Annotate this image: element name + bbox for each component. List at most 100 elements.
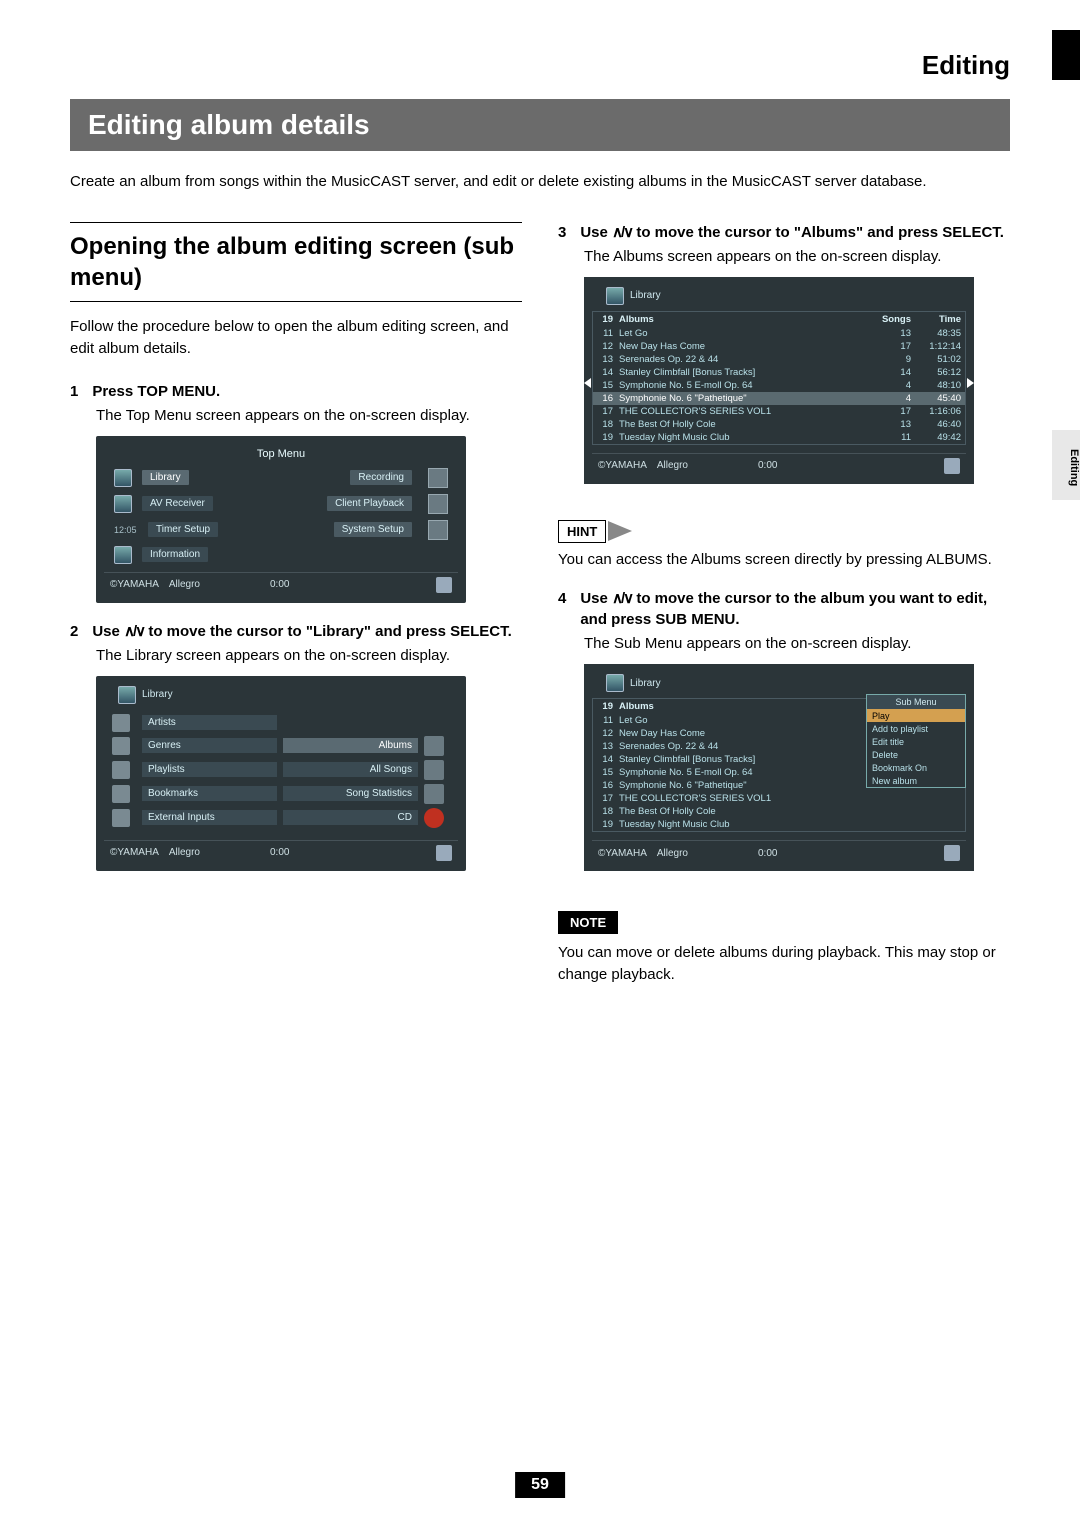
step-1: 1 Press TOP MENU. The Top Menu screen ap… <box>70 381 522 603</box>
album-row[interactable]: 15Symphonie No. 5 E-moll Op. 64448:10 <box>593 379 965 392</box>
breadcrumb-icon <box>118 686 136 704</box>
step-3-title: Use ∧/∨ to move the cursor to "Albums" a… <box>580 222 1010 243</box>
submenu-footer-time: 0:00 <box>758 848 777 859</box>
note-text: You can move or delete albums during pla… <box>558 942 1010 986</box>
step-1-body: The Top Menu screen appears on the on-sc… <box>96 405 522 426</box>
submenu-item[interactable]: Delete <box>867 748 965 761</box>
lib-playlists[interactable]: Playlists <box>142 762 277 777</box>
topmenu-clock: 12:05 <box>114 525 138 535</box>
lib-songstats[interactable]: Song Statistics <box>283 786 418 801</box>
topmenu-information[interactable]: Information <box>142 547 208 562</box>
topmenu-timersetup[interactable]: Timer Setup <box>148 522 218 537</box>
albums-col-songs: Songs <box>867 314 911 325</box>
title-bar: Editing album details <box>70 99 1010 151</box>
step-4-number: 4 <box>558 588 566 630</box>
updown-icon: ∧/∨ <box>124 621 144 642</box>
submenu-footer-track: Allegro <box>657 848 688 859</box>
topmenu-avreceiver[interactable]: AV Receiver <box>142 496 213 511</box>
play-icon[interactable] <box>944 845 960 861</box>
album-row[interactable]: 14Stanley Climbfall [Bonus Tracks]1456:1… <box>593 366 965 379</box>
extinputs-icon <box>112 809 130 827</box>
lib-footer-track: Allegro <box>169 847 200 858</box>
submenu-count: 19 <box>597 701 619 712</box>
album-row[interactable]: 13Serenades Op. 22 & 44951:02 <box>593 353 965 366</box>
lib-footer-time: 0:00 <box>270 847 289 858</box>
updown-icon: ∧/∨ <box>612 222 632 243</box>
step-4-title: Use ∧/∨ to move the cursor to the album … <box>580 588 1010 630</box>
albums-icon <box>424 736 444 756</box>
submenu-item[interactable]: Edit title <box>867 735 965 748</box>
lib-cd[interactable]: CD <box>283 810 418 825</box>
intro-text: Create an album from songs within the Mu… <box>70 171 1010 194</box>
step-2: 2 Use ∧/∨ to move the cursor to "Library… <box>70 621 522 871</box>
breadcrumb-icon <box>606 674 624 692</box>
play-icon[interactable] <box>436 845 452 861</box>
topmenu-footer-brand: ©YAMAHA <box>110 579 159 590</box>
library-icon <box>114 469 132 487</box>
topmenu-library[interactable]: Library <box>142 470 189 485</box>
step-4: 4 Use ∧/∨ to move the cursor to the albu… <box>558 588 1010 871</box>
left-column: Opening the album editing screen (sub me… <box>70 222 522 986</box>
step-3-number: 3 <box>558 222 566 243</box>
scroll-right-icon[interactable] <box>967 378 974 388</box>
updown-icon: ∧/∨ <box>612 588 632 609</box>
screenshot-topmenu: Top Menu Library Recording AV Receiver C… <box>96 436 466 603</box>
step-2-title: Use ∧/∨ to move the cursor to "Library" … <box>92 621 522 642</box>
topmenu-systemsetup[interactable]: System Setup <box>334 522 412 537</box>
albums-footer-track: Allegro <box>657 460 688 471</box>
screenshot-albums: Library 19 Albums Songs Time 11Let Go134… <box>584 277 974 484</box>
step-3: 3 Use ∧/∨ to move the cursor to "Albums"… <box>558 222 1010 484</box>
submenu-popup: Sub Menu PlayAdd to playlistEdit titleDe… <box>866 694 966 788</box>
step-4-pre: Use <box>580 590 612 607</box>
play-icon[interactable] <box>436 577 452 593</box>
albums-bread: Library <box>630 290 661 301</box>
album-row[interactable]: 18The Best Of Holly Cole1346:40 <box>593 418 965 431</box>
recording-icon <box>428 468 448 488</box>
lib-genres[interactable]: Genres <box>142 738 277 753</box>
submenu-item[interactable]: Bookmark On <box>867 761 965 774</box>
page-number: 59 <box>515 1472 565 1498</box>
topmenu-recording[interactable]: Recording <box>350 470 412 485</box>
album-row[interactable]: 19Tuesday Night Music Club <box>593 818 965 831</box>
topmenu-title: Top Menu <box>104 448 458 460</box>
album-row[interactable]: 19Tuesday Night Music Club1149:42 <box>593 431 965 444</box>
album-row[interactable]: 11Let Go1348:35 <box>593 327 965 340</box>
play-icon[interactable] <box>944 458 960 474</box>
information-icon <box>114 546 132 564</box>
lib-artists[interactable]: Artists <box>142 715 277 730</box>
systemsetup-icon <box>428 520 448 540</box>
submenu-bread: Library <box>630 678 661 689</box>
cd-icon <box>424 808 444 828</box>
topmenu-clientplayback[interactable]: Client Playback <box>327 496 412 511</box>
albums-count: 19 <box>597 314 619 325</box>
genres-icon <box>112 737 130 755</box>
hint-arrow-icon <box>608 521 632 541</box>
lib-allsongs[interactable]: All Songs <box>283 762 418 777</box>
album-row[interactable]: 17THE COLLECTOR'S SERIES VOL1 <box>593 792 965 805</box>
albums-footer-time: 0:00 <box>758 460 777 471</box>
lib-extinputs[interactable]: External Inputs <box>142 810 277 825</box>
hint-text: You can access the Albums screen directl… <box>558 549 1010 571</box>
submenu-item[interactable]: New album <box>867 774 965 787</box>
lib-bookmarks[interactable]: Bookmarks <box>142 786 277 801</box>
artists-icon <box>112 714 130 732</box>
album-row[interactable]: 16Symphonie No. 6 "Pathetique"445:40 <box>593 392 965 405</box>
step-4-body: The Sub Menu appears on the on-screen di… <box>584 633 1010 654</box>
step-2-body: The Library screen appears on the on-scr… <box>96 645 522 666</box>
submenu-item[interactable]: Play <box>867 709 965 722</box>
bookmarks-icon <box>112 785 130 803</box>
submenu-footer-brand: ©YAMAHA <box>598 848 647 859</box>
topmenu-footer-track: Allegro <box>169 579 200 590</box>
lib-albums[interactable]: Albums <box>283 738 418 753</box>
subsection-desc: Follow the procedure below to open the a… <box>70 316 522 361</box>
album-row[interactable]: 12New Day Has Come171:12:14 <box>593 340 965 353</box>
album-row[interactable]: 18The Best Of Holly Cole <box>593 805 965 818</box>
hint-label: HINT <box>558 520 606 543</box>
step-3-pre: Use <box>580 224 612 241</box>
scroll-left-icon[interactable] <box>584 378 591 388</box>
submenu-item[interactable]: Add to playlist <box>867 722 965 735</box>
topmenu-footer-time: 0:00 <box>270 579 289 590</box>
songstats-icon <box>424 784 444 804</box>
section-header: Editing <box>70 50 1010 81</box>
album-row[interactable]: 17THE COLLECTOR'S SERIES VOL1171:16:06 <box>593 405 965 418</box>
